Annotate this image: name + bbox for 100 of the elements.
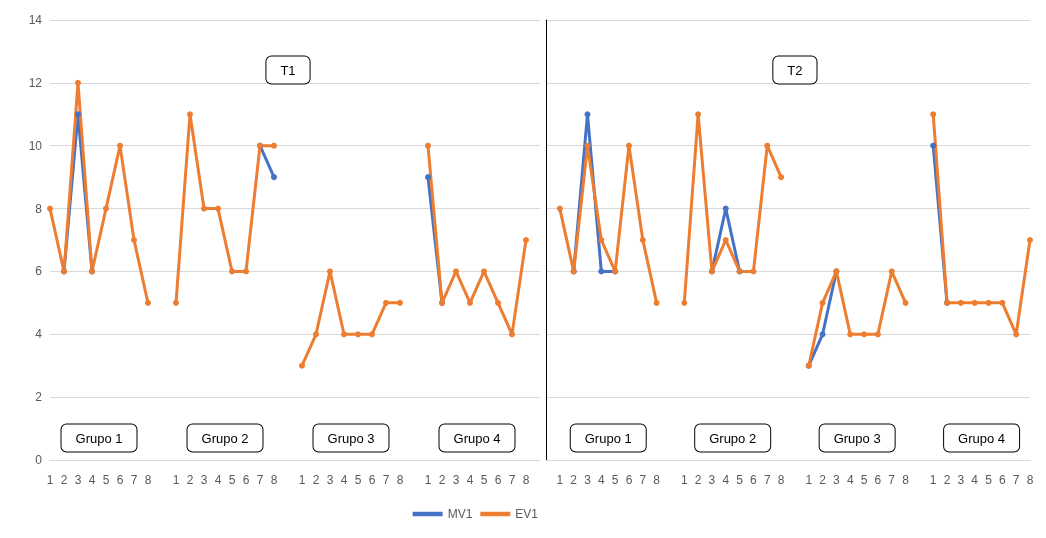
point [341,331,347,338]
point [355,331,361,338]
x-tick-label: 1 [424,473,432,487]
x-tick-label: 8 [653,473,661,487]
x-tick-label: 3 [957,473,965,487]
point [383,299,389,306]
x-tick-label: 1 [929,473,937,487]
x-tick-label: 8 [270,473,278,487]
x-tick-label: 2 [694,473,702,487]
x-tick-label: 4 [971,473,979,487]
x-tick-label: 3 [452,473,460,487]
point [598,268,605,275]
annotation: T2 [787,62,803,78]
point [243,268,249,275]
x-tick-label: 4 [214,473,222,487]
point [1013,331,1020,338]
x-tick-label: 6 [242,473,250,487]
x-tick-label: 3 [833,473,841,487]
x-tick-label: 6 [368,473,376,487]
annotation: Grupo 1 [75,430,123,446]
point [847,331,854,338]
point [271,142,277,149]
x-tick-label: 8 [1026,473,1034,487]
annotation: Grupo 1 [584,430,632,446]
x-tick-label: 5 [228,473,236,487]
x-tick-label: 1 [680,473,688,487]
y-tick-label: 10 [28,138,43,153]
point [971,299,978,306]
point [75,111,81,118]
x-tick-label: 5 [611,473,619,487]
y-tick-label: 8 [35,201,43,216]
y-tick-label: 12 [28,75,43,90]
point [173,299,179,306]
point [750,268,757,275]
x-tick-label: 4 [722,473,730,487]
point [653,299,660,306]
x-tick-label: 4 [340,473,348,487]
annotation: Grupo 4 [958,430,1006,446]
x-tick-label: 2 [438,473,446,487]
point [556,205,563,212]
x-tick-label: 6 [625,473,633,487]
x-tick-label: 2 [943,473,951,487]
point [695,111,702,118]
point [1027,237,1033,243]
annotation: Grupo 2 [201,430,249,446]
y-tick-label: 2 [35,390,43,405]
x-tick-label: 3 [74,473,82,487]
x-tick-label: 1 [556,473,564,487]
point [639,237,646,243]
point [523,237,529,243]
x-tick-label: 7 [508,473,516,487]
point [985,299,992,306]
point [999,299,1006,306]
point [861,331,868,338]
point [930,142,937,149]
point [75,79,81,86]
x-tick-label: 6 [116,473,124,487]
point [481,268,487,275]
x-tick-label: 5 [736,473,744,487]
x-tick-label: 4 [597,473,605,487]
point [584,142,591,149]
point [874,331,881,338]
x-tick-label: 1 [46,473,54,487]
x-tick-label: 3 [326,473,334,487]
x-tick-label: 7 [639,473,647,487]
point [819,299,826,306]
x-tick-label: 7 [1012,473,1020,487]
y-tick-label: 4 [35,327,43,342]
point [495,299,501,306]
point [103,205,109,212]
x-tick-label: 4 [846,473,854,487]
point [47,205,53,212]
annotation: Grupo 2 [709,430,757,446]
legend-label: EV1 [515,507,539,521]
x-tick-label: 5 [985,473,993,487]
x-tick-label: 4 [88,473,96,487]
x-tick-label: 7 [382,473,390,487]
point [584,111,591,118]
annotation: Grupo 3 [833,430,881,446]
point [397,299,403,306]
x-tick-label: 8 [777,473,785,487]
x-tick-label: 2 [312,473,320,487]
point [327,268,333,275]
x-tick-label: 2 [819,473,827,487]
annotation: T1 [280,62,296,78]
x-tick-label: 5 [354,473,362,487]
x-tick-label: 7 [130,473,138,487]
y-tick-label: 14 [28,13,43,27]
annotation: Grupo 4 [453,430,501,446]
x-tick-label: 2 [186,473,194,487]
point [930,111,937,118]
point [625,142,632,149]
x-tick-label: 6 [750,473,758,487]
y-tick-label: 6 [35,264,43,279]
point [215,205,221,212]
point [313,331,319,338]
x-tick-label: 2 [570,473,578,487]
x-tick-label: 3 [708,473,716,487]
legend-label: MV1 [447,507,473,521]
x-tick-label: 6 [494,473,502,487]
